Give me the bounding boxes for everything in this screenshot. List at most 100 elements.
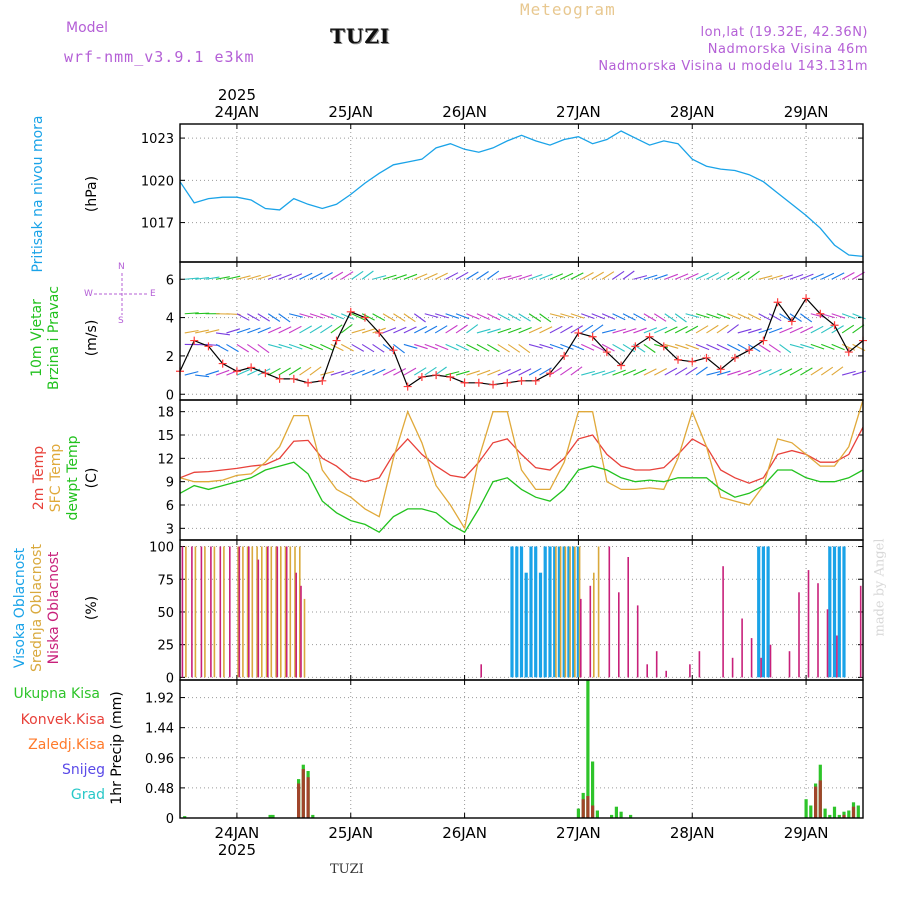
cloud-bar [580,598,582,678]
wind-arrow [737,271,750,280]
wind-arrow [800,326,814,334]
precip-bar [586,796,590,818]
wind-arrow [476,313,490,321]
wind-arrow [654,313,667,322]
wind-arrow [424,325,438,334]
wind-arrow [351,343,365,352]
wind-arrow [487,328,501,334]
wind-arrow [768,274,783,280]
compass-n: N [118,262,125,272]
wind-arrow [257,313,270,322]
precip-bar [809,805,813,818]
wind-arrow [612,369,626,376]
wind-arrow [789,326,803,334]
wind-arrow [309,313,324,319]
precip-bar [842,814,846,818]
cloud-bar [534,546,538,678]
wind-arrow [549,367,562,376]
precip-bar [581,799,585,818]
wind-arrow [288,273,303,280]
wind-arrow [601,369,616,376]
wind-arrow [455,370,470,376]
wind-speed-marker [545,369,554,378]
wind-arrow [361,313,375,321]
wind-speed-marker [375,328,384,337]
wind-arrow [215,369,230,376]
wind-speed-marker [503,378,512,387]
wind-arrow [758,327,773,334]
wind-arrow [643,368,657,376]
wind-arrow [445,272,459,280]
wind-arrow [299,343,313,350]
wind-arrow [570,313,585,319]
wind-arrow [309,366,322,376]
wind-arrow [591,313,605,320]
wind-speed-marker [389,346,398,355]
precip-bar [823,808,827,818]
cloud-bar [213,546,216,678]
wind-arrow [810,367,823,376]
wind-arrow [518,368,532,376]
wind-arrow [267,367,281,376]
wind-arrow [247,313,260,322]
wind-arrow [393,313,406,322]
wind-arrow [497,275,512,280]
cloud-bar [836,635,838,678]
wind-arrow [445,324,458,334]
wind-arrow [518,274,533,280]
wind-arrow [654,368,667,376]
wind-arrow [476,271,489,280]
wind-arrow [758,275,773,280]
wind-arrow [768,343,781,353]
precip-legend-conv: Konvek.Kisa [20,712,105,728]
wind-speed-marker [830,321,839,330]
wind-arrow [820,366,834,376]
cloud-bar [284,546,287,678]
wind-arrow [215,276,230,280]
wind-arrow [821,272,835,280]
wind-arrow [643,274,658,280]
wind-arrow [528,326,543,334]
cloud-bar [294,546,296,678]
wind-arrow [622,328,637,334]
wind-arrow [257,368,271,376]
cloud-bar [229,546,231,678]
wind-arrow [539,313,552,323]
cloud-bar [766,546,770,678]
wind-speed-marker [275,374,284,383]
cloud-bar [256,546,258,678]
precip-bar [301,769,305,818]
temp-line-dewpt-temp [179,461,864,534]
wind-arrow [382,327,397,334]
cloud-bar [524,572,528,678]
wind-arrow [716,313,731,320]
wind-speed-marker [446,373,455,381]
wind-arrow [487,313,501,321]
wind-arrow [382,368,396,376]
wind-arrow [841,272,855,280]
wind-arrow [643,327,658,334]
wind-speed-marker [346,307,355,316]
wind-arrow [674,367,688,376]
wind-arrow [664,343,679,349]
panel-frame [179,679,864,819]
date-label-bottom: 24JAN [215,824,260,842]
cloud-bar [689,664,691,678]
wind-arrow [789,367,803,376]
y-tick-label: 1.92 [145,692,174,707]
precip-bar [847,810,851,818]
precip-bar [818,780,822,818]
wind-arrow [403,313,416,323]
wind-arrow [236,313,250,321]
wind-arrow [340,323,353,334]
wind-arrow [351,270,364,280]
wind-arrow [278,273,292,280]
elevation-label: Nadmorska Visina 46m [707,42,868,57]
wind-arrow [184,371,199,376]
wind-arrow [768,313,782,322]
wind-arrow [309,272,323,280]
wind-arrow [768,327,783,334]
wind-arrow [466,370,480,376]
cloud-bar [769,644,772,678]
meteogram-title: Meteogram [520,0,616,19]
